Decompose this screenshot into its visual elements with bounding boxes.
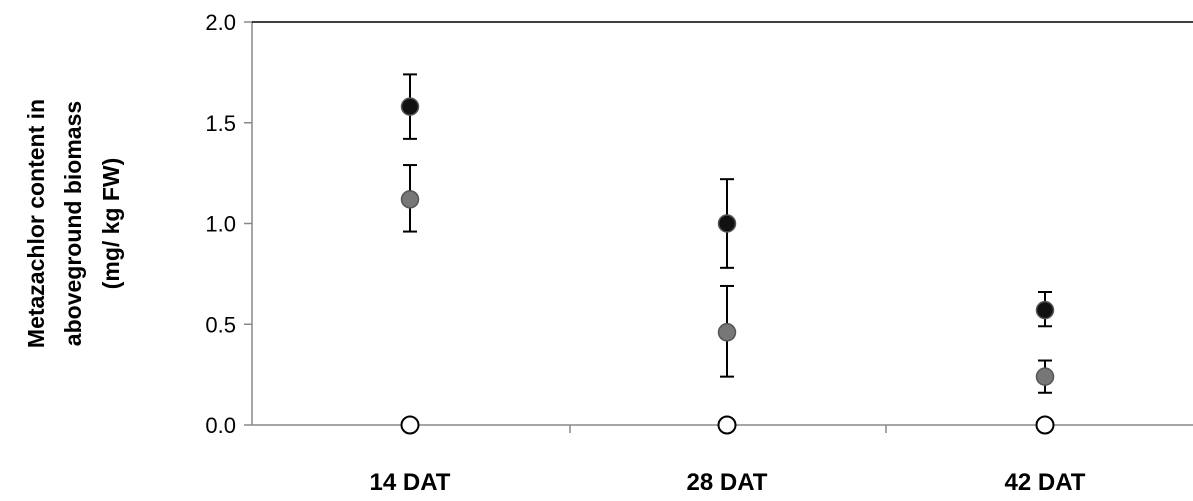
data-point xyxy=(1035,300,1055,320)
y-axis-title: Metazachlor content in aboveground biomas… xyxy=(23,99,124,348)
x-axis-categories: 14 DAT 28 DAT 42 DAT xyxy=(370,469,1086,496)
y-axis-ticks: 0.0 0.5 1.0 1.5 2.0 xyxy=(205,10,252,438)
y-tick-label: 0.5 xyxy=(205,312,236,337)
y-tick-label: 2.0 xyxy=(205,10,236,35)
data-points xyxy=(400,73,1055,435)
y-axis-title-line: Metazachlor content in xyxy=(23,99,49,348)
y-axis-title-line: aboveground biomass xyxy=(60,101,86,346)
y-tick-label: 1.5 xyxy=(205,111,236,136)
x-category-label: 42 DAT xyxy=(1005,469,1086,496)
y-tick-label: 0.0 xyxy=(205,413,236,438)
data-point xyxy=(400,190,420,209)
data-point xyxy=(717,415,737,435)
data-point xyxy=(717,214,737,233)
data-point xyxy=(717,323,737,342)
y-axis-title-line: (mg/ kg FW) xyxy=(98,158,124,290)
data-point xyxy=(400,415,420,435)
x-category-label: 28 DAT xyxy=(687,469,768,496)
data-point xyxy=(1035,367,1055,386)
y-tick-label: 1.0 xyxy=(205,212,236,237)
data-point xyxy=(400,97,420,116)
x-category-label: 14 DAT xyxy=(370,469,451,496)
data-point xyxy=(1035,415,1055,435)
